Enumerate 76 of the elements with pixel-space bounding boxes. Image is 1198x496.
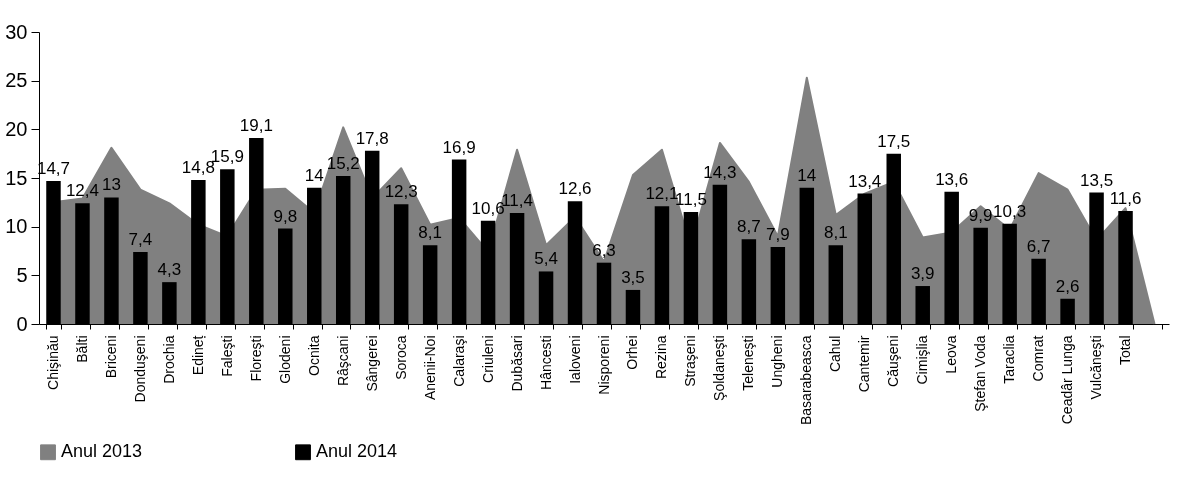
- x-tick-label: Anenii-Noi: [421, 335, 438, 401]
- x-tick-label: Faleşti: [218, 335, 235, 377]
- data-label: 17,5: [877, 131, 911, 151]
- x-tick-label: Ocnita: [305, 335, 322, 376]
- data-label: 8,1: [823, 223, 848, 243]
- data-label: 19,1: [239, 116, 273, 136]
- x-tick-label: Cahul: [827, 335, 844, 373]
- y-tick-label: 0: [16, 312, 28, 335]
- x-tick-label: Comrat: [1030, 335, 1047, 382]
- x-tick-label: Chişinău: [44, 335, 61, 390]
- x-tick-label: Donduşeni: [131, 335, 148, 403]
- data-label: 13,4: [848, 171, 882, 191]
- x-tick-label: Ştefan Voda: [972, 335, 989, 412]
- x-tick-label: Calaraşi: [450, 335, 467, 387]
- x-tick-label: Edineț: [189, 335, 206, 376]
- x-tick-label: Soroca: [392, 335, 409, 380]
- x-tick-label: Ungheni: [769, 335, 786, 388]
- x-tick-label: Briceni: [102, 335, 119, 379]
- y-tick-label: 20: [5, 117, 28, 140]
- x-tick-label: Cimişlia: [914, 335, 931, 385]
- legend-label: Anul 2013: [61, 441, 143, 462]
- data-label: 8,7: [737, 217, 761, 237]
- x-tick-label: Criuleni: [479, 335, 496, 383]
- y-tick-label: 5: [16, 263, 28, 286]
- data-label: 15,2: [326, 154, 360, 174]
- x-tick-label: Sângerei: [363, 335, 380, 392]
- data-label: 14: [797, 165, 817, 185]
- legend-label: Anul 2014: [316, 441, 398, 462]
- data-label: 7,4: [128, 229, 153, 249]
- x-tick-label: Ialoveni: [566, 335, 583, 384]
- data-label: 12,6: [558, 179, 592, 199]
- data-label: 9,8: [273, 206, 298, 226]
- x-tick-label: Basarabeasca: [798, 335, 815, 426]
- data-label: 7,9: [766, 225, 790, 245]
- x-tick-label: Teleneşti: [740, 335, 757, 391]
- data-label: 11,6: [1109, 189, 1142, 209]
- x-tick-label: Orhei: [624, 335, 641, 370]
- y-tick-label: 25: [5, 69, 28, 92]
- data-label: 6,7: [1026, 236, 1051, 256]
- data-label: 16,9: [442, 137, 476, 157]
- x-tick-label: Dubăsari: [508, 335, 525, 392]
- data-label: 8,1: [418, 223, 442, 243]
- x-tick-label: Ceadâr Lunga: [1059, 335, 1076, 425]
- x-tick-label: Floreşti: [247, 335, 264, 382]
- x-tick-label: Nisporeni: [595, 335, 612, 395]
- data-label: 13: [101, 175, 121, 195]
- data-label: 13,6: [935, 169, 969, 189]
- data-label: 17,8: [355, 128, 389, 148]
- x-tick-label: Taraclia: [1001, 335, 1018, 384]
- x-tick-label: Drochia: [160, 335, 177, 384]
- data-label: 12,3: [384, 182, 418, 202]
- x-tick-label: Leova: [943, 335, 960, 374]
- data-label: 4,3: [157, 260, 182, 280]
- data-label: 9,9: [968, 205, 993, 225]
- data-label: 5,4: [534, 249, 558, 269]
- data-label: 10,3: [993, 201, 1027, 221]
- x-tick-label: Glodeni: [276, 335, 293, 384]
- data-label: 13,5: [1080, 170, 1114, 190]
- x-tick-label: Hâncesti: [537, 335, 554, 390]
- data-label: 3,5: [621, 267, 645, 287]
- x-tick-label: Cantemir: [856, 335, 873, 393]
- y-tick-label: 30: [5, 20, 28, 43]
- x-tick-label: Total: [1117, 335, 1134, 366]
- x-tick-label: Râşcani: [334, 335, 351, 387]
- data-label: 3,9: [910, 264, 935, 284]
- x-tick-label: Şoldaneşti: [711, 335, 728, 401]
- data-label: 2,6: [1055, 276, 1080, 296]
- x-tick-label: Straşeni: [682, 335, 699, 387]
- y-tick-label: 10: [5, 215, 28, 238]
- data-label: 14: [304, 165, 324, 185]
- x-tick-label: Bălti: [73, 335, 90, 363]
- x-tick-label: Rezina: [653, 335, 670, 380]
- x-tick-label: Vulcăneşti: [1088, 335, 1105, 400]
- y-tick-label: 15: [5, 166, 28, 189]
- data-label: 12,4: [65, 181, 100, 201]
- x-tick-label: Căuşeni: [885, 335, 902, 387]
